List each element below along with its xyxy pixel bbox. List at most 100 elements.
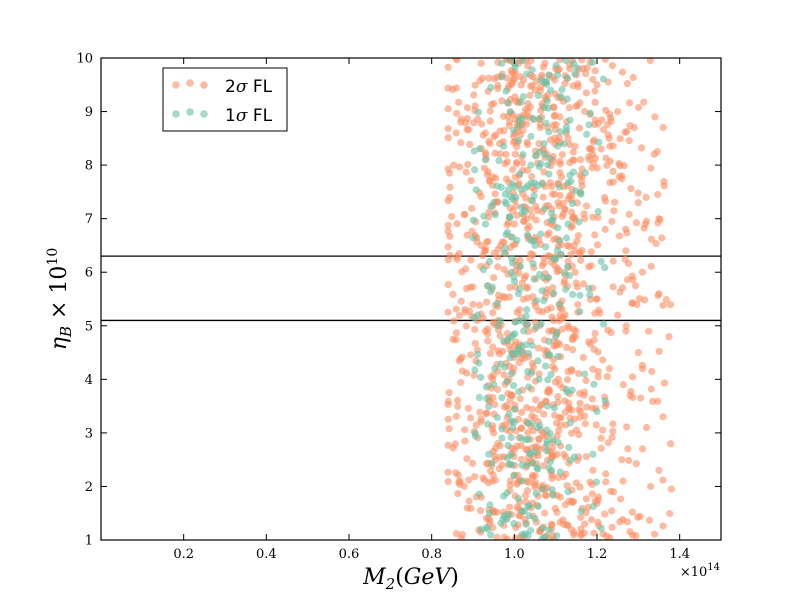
legend-dot	[186, 108, 194, 116]
point-1sigma	[542, 533, 550, 540]
point-2sigma	[594, 518, 602, 526]
point-2sigma	[553, 450, 561, 459]
point-1sigma	[537, 320, 545, 328]
legend-box	[162, 67, 288, 132]
point-2sigma	[508, 165, 517, 174]
point-1sigma	[507, 433, 515, 442]
point-1sigma	[553, 532, 561, 540]
point-2sigma	[645, 327, 653, 335]
point-2sigma	[629, 73, 637, 82]
point-2sigma	[556, 58, 564, 64]
point-2sigma	[599, 530, 607, 538]
point-2sigma	[601, 193, 609, 202]
point-2sigma	[471, 339, 479, 348]
point-1sigma	[513, 350, 521, 358]
point-2sigma	[570, 531, 578, 539]
point-2sigma	[465, 476, 473, 484]
legend-dot	[200, 81, 208, 89]
point-2sigma	[494, 385, 502, 393]
point-2sigma	[582, 202, 591, 210]
point-2sigma	[471, 81, 479, 89]
point-2sigma	[608, 433, 616, 442]
point-2sigma	[444, 84, 452, 92]
point-2sigma	[463, 104, 472, 112]
point-1sigma	[472, 186, 480, 194]
point-1sigma	[524, 532, 532, 540]
point-2sigma	[444, 280, 452, 289]
point-1sigma	[524, 419, 532, 427]
point-2sigma	[458, 367, 467, 375]
point-1sigma	[482, 383, 490, 391]
point-2sigma	[551, 111, 559, 119]
point-1sigma	[534, 424, 542, 432]
point-2sigma	[581, 420, 589, 428]
point-2sigma	[660, 177, 668, 186]
point-2sigma	[454, 489, 462, 498]
point-1sigma	[533, 464, 541, 472]
point-1sigma	[557, 128, 565, 136]
point-2sigma	[566, 158, 574, 167]
point-1sigma	[486, 501, 494, 509]
point-2sigma	[523, 403, 531, 412]
point-2sigma	[646, 58, 655, 65]
point-2sigma	[450, 161, 458, 169]
point-1sigma	[480, 212, 488, 220]
point-1sigma	[524, 383, 533, 391]
point-1sigma	[549, 436, 557, 444]
point-2sigma	[590, 529, 598, 537]
point-2sigma	[454, 402, 462, 410]
point-2sigma	[667, 440, 675, 448]
point-2sigma	[653, 147, 661, 156]
point-2sigma	[605, 365, 614, 373]
point-2sigma	[569, 148, 578, 156]
point-1sigma	[545, 170, 553, 178]
point-2sigma	[622, 247, 630, 255]
point-1sigma	[506, 333, 515, 342]
point-2sigma	[618, 68, 627, 76]
point-2sigma	[549, 284, 557, 292]
point-2sigma	[453, 396, 462, 404]
point-1sigma	[500, 492, 508, 500]
y-tick-label: 9	[85, 105, 93, 120]
point-2sigma	[512, 202, 520, 210]
point-1sigma	[535, 148, 543, 156]
y-tick-label: 7	[85, 212, 93, 227]
point-1sigma	[561, 58, 570, 64]
point-2sigma	[491, 400, 499, 409]
point-2sigma	[491, 190, 499, 198]
point-2sigma	[485, 208, 493, 216]
point-2sigma	[495, 465, 503, 473]
point-2sigma	[479, 131, 487, 139]
point-2sigma	[507, 391, 515, 399]
point-2sigma	[471, 102, 479, 110]
point-2sigma	[609, 167, 617, 176]
point-1sigma	[583, 130, 591, 138]
point-2sigma	[563, 242, 571, 250]
x-tick-label: 0.8	[421, 547, 442, 562]
point-1sigma	[509, 126, 518, 135]
point-2sigma	[576, 413, 584, 421]
point-2sigma	[491, 149, 499, 157]
point-2sigma	[450, 317, 458, 325]
point-1sigma	[527, 179, 535, 187]
point-2sigma	[647, 262, 655, 270]
point-2sigma	[647, 385, 655, 393]
point-1sigma	[498, 434, 506, 442]
point-1sigma	[555, 237, 563, 245]
point-2sigma	[607, 329, 615, 337]
point-2sigma	[523, 166, 531, 174]
point-2sigma	[455, 478, 463, 486]
point-2sigma	[470, 371, 478, 379]
x-axis-ticks: 0.2 0.4 0.6 0.8 1.0 1.2 1.4	[173, 58, 690, 562]
point-2sigma	[604, 439, 612, 447]
point-1sigma	[527, 161, 535, 169]
point-2sigma	[616, 162, 624, 170]
point-1sigma	[550, 255, 558, 263]
point-2sigma	[561, 397, 569, 405]
point-2sigma	[563, 482, 571, 490]
point-1sigma	[511, 60, 519, 68]
point-2sigma	[457, 378, 465, 387]
point-2sigma	[647, 482, 655, 491]
point-2sigma	[618, 284, 627, 292]
point-1sigma	[601, 264, 609, 272]
